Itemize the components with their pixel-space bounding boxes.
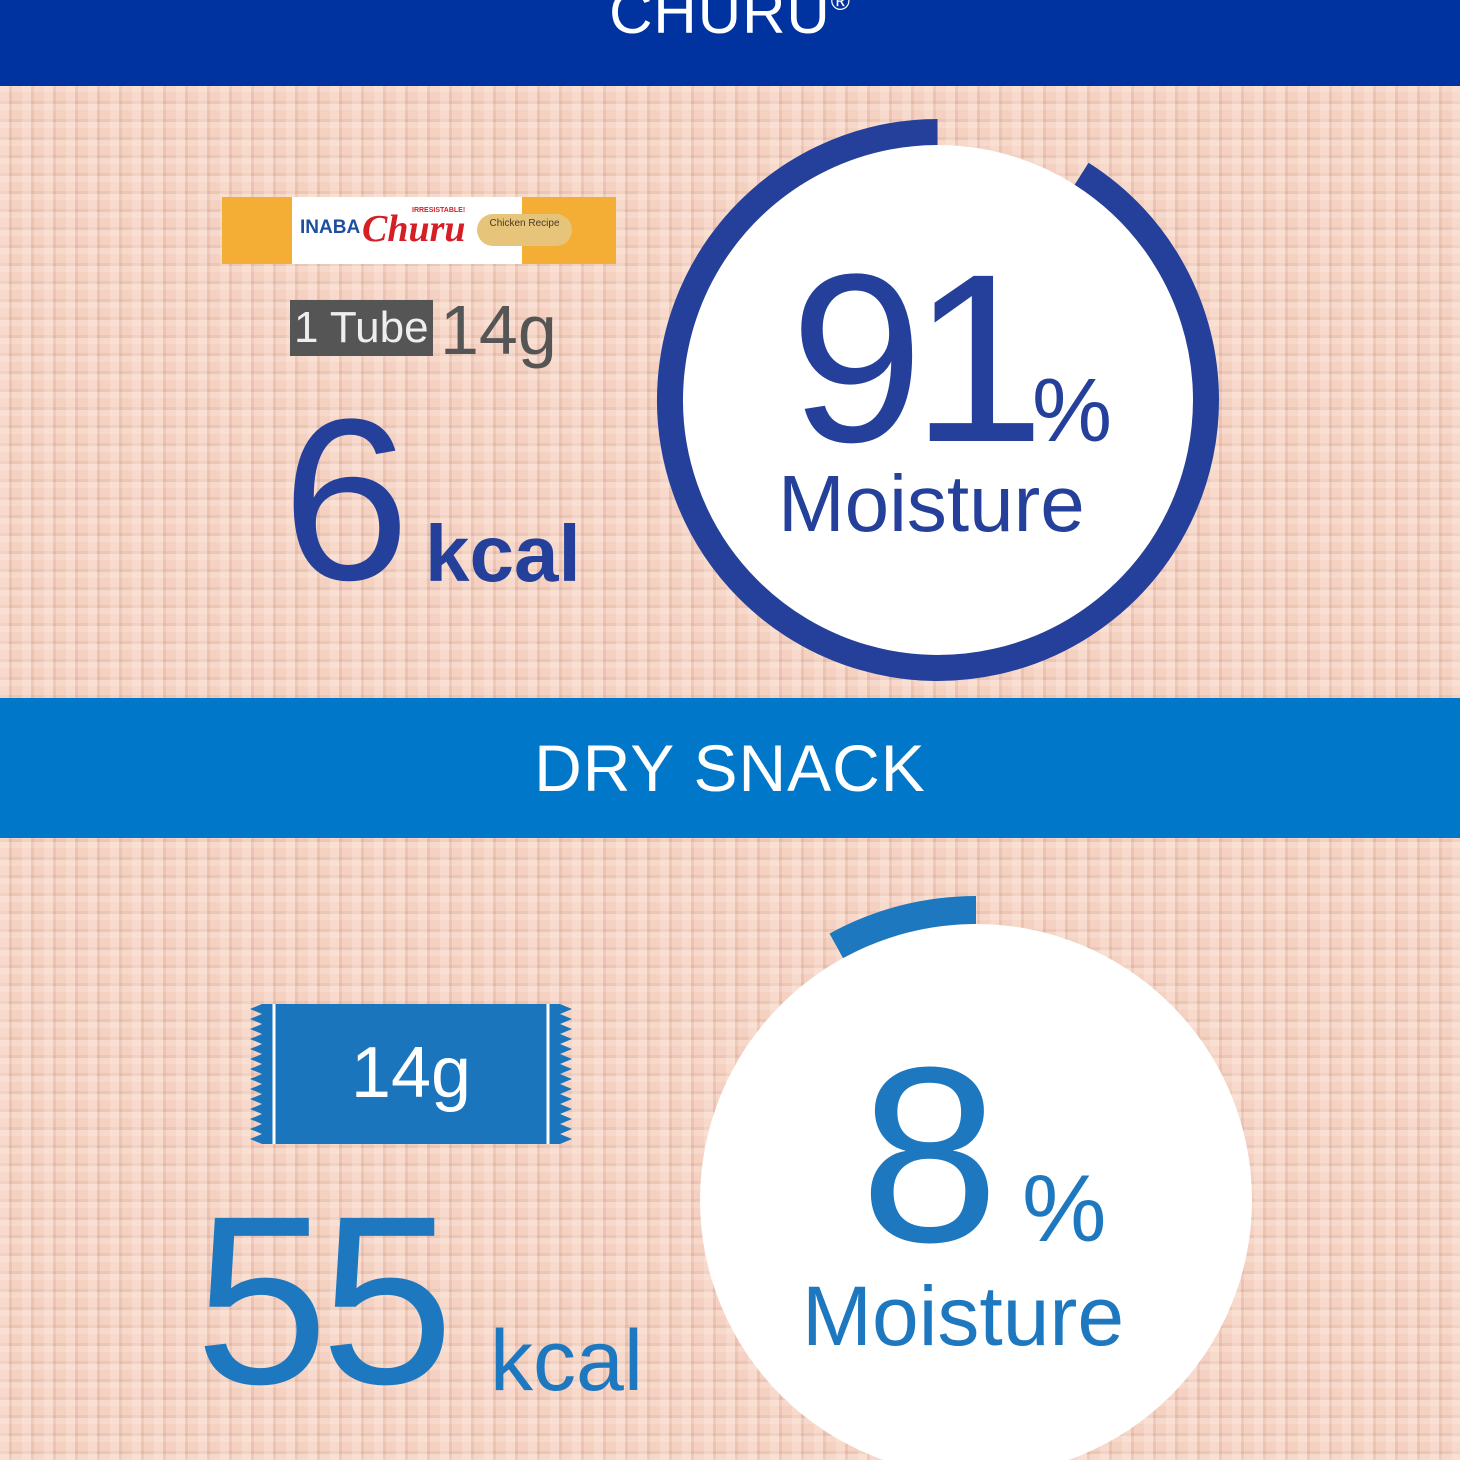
dry-snack-kcal-unit: kcal [490,1313,643,1409]
header-title: CHURU® [609,0,851,46]
section-banner: DRY SNACK [0,698,1460,838]
churu-moisture-arc [657,119,1219,681]
churu-circle [683,145,1193,655]
churu-percent-sign: % [1032,361,1113,461]
dry-snack-moisture-label: Moisture [802,1269,1125,1363]
churu-tube-image: INABA IRRESISTABLE! Churu Chicken Recipe [222,197,616,264]
churu-kcal-unit: kcal [425,509,581,598]
dry-snack-circle [700,924,1252,1460]
dry-snack-percent-sign: % [1022,1156,1107,1262]
dry-snack-serving-weight: 14g [350,1033,472,1113]
churu-kcal-value: 6 [282,371,410,628]
section-title: DRY SNACK [534,731,926,805]
dry-snack-moisture-arc [829,896,977,959]
dry-snack-moisture-value: 8 [860,1015,1000,1294]
serving-weight: 14g [440,291,557,369]
churu-moisture-value: 91 [790,224,1045,492]
dry-snack-kcal-value: 55 [195,1166,454,1434]
serving-label: 1 Tube [290,300,433,356]
churu-moisture-label: Moisture [778,459,1085,548]
dry-snack-packet-icon [250,1004,572,1144]
header-banner: CHURU® [0,0,1460,86]
